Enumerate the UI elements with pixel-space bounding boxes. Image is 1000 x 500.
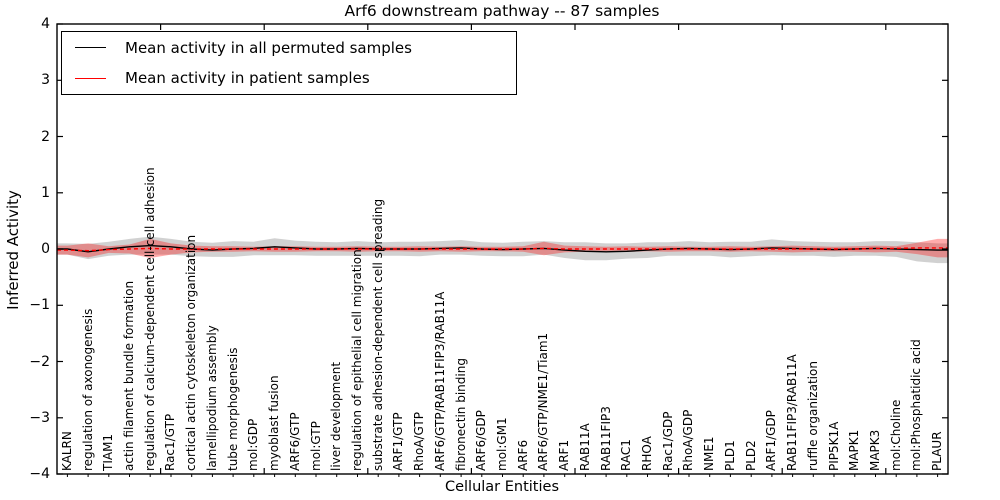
x-category-label: lamellipodium assembly [204, 325, 219, 471]
x-category-label: MAPK1 [847, 429, 862, 471]
x-category-label: mol:GTP [308, 421, 323, 471]
x-category-label: ARF6/GDP [474, 410, 489, 471]
x-category-label: regulation of epithelial cell migration [349, 249, 364, 471]
x-category-label: ARF6/GTP [287, 412, 302, 471]
x-category-label: MAPK3 [867, 429, 882, 471]
x-category-label: mol:GDP [246, 418, 261, 471]
x-category-label: ARF1/GTP [391, 412, 406, 471]
patient-mean-line [57, 247, 948, 252]
x-category-label: ARF1 [557, 439, 572, 471]
x-category-label: NME1 [702, 436, 717, 471]
y-tick-label: 4 [41, 16, 50, 32]
y-tick-label: 0 [41, 241, 50, 257]
x-category-label: ARF6 [515, 439, 530, 471]
x-category-label: RhoA/GTP [412, 412, 427, 471]
x-category-label: substrate adhesion-dependent cell spread… [370, 198, 385, 471]
permuted-line-sample-icon [75, 47, 106, 49]
legend-label-permuted: Mean activity in all permuted samples [125, 38, 412, 57]
patient-band [57, 238, 948, 258]
y-tick-label: −1 [29, 297, 50, 314]
x-category-label: ruffle organization [805, 361, 820, 471]
x-category-label: cortical actin cytoskeleton organization [184, 234, 199, 471]
legend-label-patient: Mean activity in patient samples [125, 69, 370, 88]
x-category-label: PLD2 [743, 440, 758, 471]
y-tick-label: 3 [41, 72, 50, 89]
x-category-label: actin filament bundle formation [122, 280, 137, 471]
x-category-label: mol:Phosphatidic acid [909, 339, 924, 471]
x-category-label: RAB11FIP3/RAB11A [785, 354, 800, 471]
x-category-label: PLD1 [722, 440, 737, 471]
x-category-label: RAC1 [619, 439, 634, 471]
x-axis-label: Cellular Entities [444, 479, 560, 495]
x-category-label: regulation of axonogenesis [80, 308, 95, 471]
x-category-label: KALRN [59, 431, 74, 471]
x-category-label: mol:GM1 [495, 417, 509, 471]
y-tick-label: −3 [29, 409, 50, 426]
x-category-label: tube morphogenesis [225, 347, 240, 471]
x-category-label: RHOA [640, 436, 655, 471]
x-category-label: ARF6/GTP/NME1/Tiam1 [536, 332, 551, 471]
x-category-label: Rac1/GTP [163, 413, 178, 471]
x-category-label: PLAUR [930, 431, 945, 471]
y-tick-label: −2 [29, 353, 50, 370]
x-category-label: RhoA/GDP [681, 409, 696, 471]
y-tick-label: 2 [41, 128, 50, 145]
x-category-label: myoblast fusion [267, 375, 282, 471]
x-category-label: RAB11A [577, 423, 592, 471]
x-category-label: RAB11FIP3 [598, 406, 613, 471]
x-category-label: PIP5K1A [826, 421, 841, 471]
x-category-label: TIAM1 [101, 433, 116, 471]
x-category-label: mol:Choline [888, 399, 903, 471]
patient-line-sample-icon [75, 77, 106, 79]
chart-title: Arf6 downstream pathway -- 87 samples [344, 2, 660, 20]
y-tick-label: −4 [29, 466, 50, 482]
x-category-label: regulation of calcium-dependent cell-cel… [142, 167, 157, 471]
x-category-label: ARF1/GDP [764, 410, 779, 471]
x-category-label: ARF6/GTP/RAB11FIP3/RAB11A [432, 291, 447, 471]
legend: Mean activity in all permuted samples Me… [61, 31, 517, 95]
legend-entry-permuted: Mean activity in all permuted samples [62, 33, 516, 63]
legend-entry-patient: Mean activity in patient samples [62, 63, 516, 93]
x-category-label: liver development [329, 361, 344, 471]
x-category-label: Rac1/GDP [660, 411, 675, 471]
x-category-label: fibronectin binding [453, 358, 468, 471]
y-tick-label: 1 [41, 184, 50, 201]
